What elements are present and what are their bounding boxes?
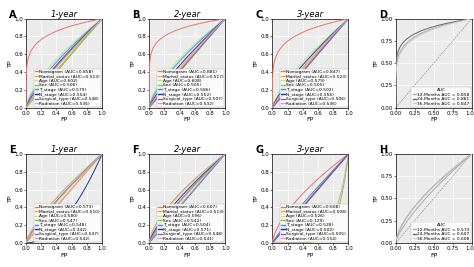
X-axis label: FP: FP bbox=[430, 117, 437, 122]
Text: H: H bbox=[379, 145, 387, 155]
Y-axis label: TP: TP bbox=[131, 60, 136, 67]
Y-axis label: TP: TP bbox=[131, 195, 136, 202]
X-axis label: FP: FP bbox=[307, 117, 314, 122]
Legend: Nomogram (AUC=0.607), Marital_status (AUC=0.513), Age (AUC=0.596), Sex (AUC=0.54: Nomogram (AUC=0.607), Marital_status (AU… bbox=[157, 204, 224, 242]
Y-axis label: TP: TP bbox=[374, 60, 379, 67]
X-axis label: FP: FP bbox=[61, 253, 68, 258]
Legend: 12-Months AUC = 0.858, 24-Months AUC = 0.881, 36-Months AUC = 0.847: 12-Months AUC = 0.858, 24-Months AUC = 0… bbox=[411, 87, 471, 107]
Text: A: A bbox=[9, 10, 17, 20]
Legend: Nomogram (AUC=0.847), Marital_status (AUC=0.523), Age (AUC=0.579), Sex (AUC=0.50: Nomogram (AUC=0.847), Marital_status (AU… bbox=[280, 69, 347, 107]
Legend: 12-Months AUC = 0.573, 24-Months AUC = 0.607, 36-Months AUC = 0.608: 12-Months AUC = 0.573, 24-Months AUC = 0… bbox=[411, 222, 471, 242]
Title: 3-year: 3-year bbox=[297, 145, 324, 154]
Y-axis label: TP: TP bbox=[254, 195, 259, 202]
Legend: Nomogram (AUC=0.608), Marital_status (AUC=0.508), Age (AUC=0.526), Sex (AUC=0.12: Nomogram (AUC=0.608), Marital_status (AU… bbox=[280, 204, 347, 242]
Text: F: F bbox=[133, 145, 139, 155]
Title: 2-year: 2-year bbox=[173, 145, 201, 154]
Text: B: B bbox=[133, 10, 140, 20]
Title: 2-year: 2-year bbox=[173, 10, 201, 19]
Title: 1-year: 1-year bbox=[51, 145, 78, 154]
Legend: Nomogram (AUC=0.858), Marital_status (AUC=0.513), Age (AUC=0.602), Sex (AUC=0.50: Nomogram (AUC=0.858), Marital_status (AU… bbox=[34, 69, 101, 107]
Y-axis label: TP: TP bbox=[254, 60, 259, 67]
X-axis label: FP: FP bbox=[183, 117, 191, 122]
Text: G: G bbox=[255, 145, 264, 155]
X-axis label: FP: FP bbox=[61, 117, 68, 122]
Y-axis label: TP: TP bbox=[374, 195, 379, 202]
Text: D: D bbox=[379, 10, 387, 20]
Legend: Nomogram (AUC=0.573), Marital_status (AUC=0.510), Age (AUC=0.580), Sex (AUC=0.54: Nomogram (AUC=0.573), Marital_status (AU… bbox=[34, 204, 101, 242]
X-axis label: FP: FP bbox=[183, 253, 191, 258]
Y-axis label: TP: TP bbox=[8, 195, 13, 202]
Title: 1-year: 1-year bbox=[51, 10, 78, 19]
X-axis label: FP: FP bbox=[307, 253, 314, 258]
Text: E: E bbox=[9, 145, 16, 155]
Legend: Nomogram (AUC=0.881), Marital_status (AUC=0.517), Age (AUC=0.608), Sex (AUC=0.50: Nomogram (AUC=0.881), Marital_status (AU… bbox=[157, 69, 224, 107]
Title: 3-year: 3-year bbox=[297, 10, 324, 19]
Text: C: C bbox=[255, 10, 263, 20]
Y-axis label: TP: TP bbox=[8, 60, 13, 67]
X-axis label: FP: FP bbox=[430, 253, 437, 258]
